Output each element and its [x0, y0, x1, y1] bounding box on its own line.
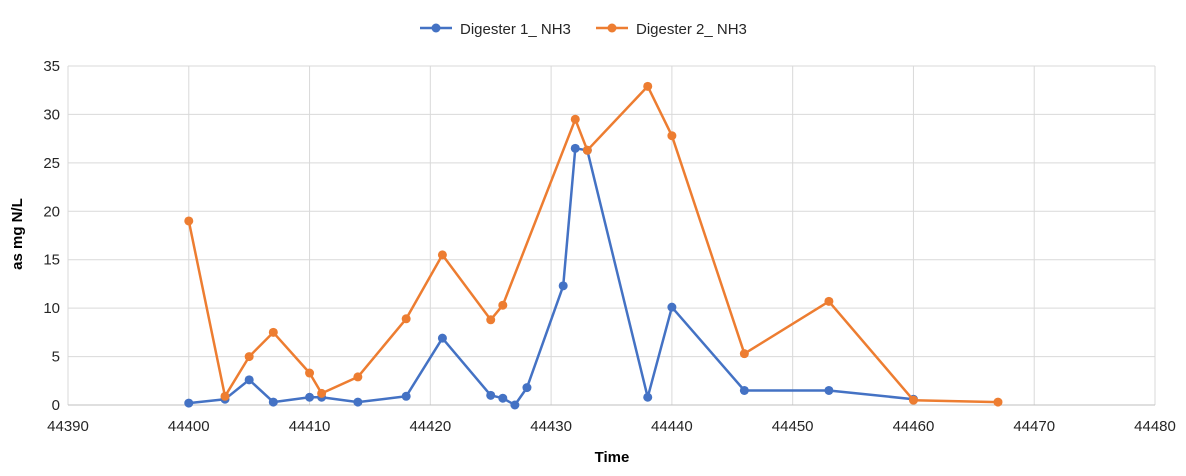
data-point — [486, 390, 496, 400]
y-tick-label: 30 — [43, 106, 60, 123]
x-tick-label: 44410 — [289, 418, 331, 435]
gridlines — [67, 65, 1156, 406]
data-point — [498, 393, 508, 403]
y-tick-label: 0 — [52, 397, 60, 414]
y-tick-label: 35 — [43, 58, 60, 75]
x-tick-label: 44450 — [772, 418, 814, 435]
x-tick-label: 44460 — [893, 418, 935, 435]
y-tick-label: 15 — [43, 252, 60, 269]
data-point — [498, 300, 508, 310]
data-point — [582, 145, 592, 155]
data-point — [401, 391, 411, 401]
legend-label-digester-2: Digester 2_ NH3 — [636, 21, 747, 38]
series-layer — [184, 81, 1003, 410]
x-tick-label: 44440 — [651, 418, 693, 435]
data-point — [220, 391, 230, 401]
data-point — [268, 397, 278, 407]
data-point — [353, 372, 363, 382]
data-point — [739, 385, 749, 395]
data-point — [570, 114, 580, 124]
y-tick-label: 5 — [52, 349, 60, 366]
x-tick-label: 44430 — [530, 418, 572, 435]
y-tick-label: 20 — [43, 203, 60, 220]
data-point — [824, 296, 834, 306]
y-tick-label: 25 — [43, 155, 60, 172]
data-point — [184, 398, 194, 408]
data-point — [184, 216, 194, 226]
y-tick-label: 10 — [43, 300, 60, 317]
y-axis-title: as mg N/L — [9, 198, 26, 270]
series-2 — [184, 81, 1003, 407]
legend-dot-digester-1 — [431, 23, 441, 33]
x-tick-label: 44470 — [1013, 418, 1055, 435]
data-point — [305, 392, 315, 402]
data-point — [558, 281, 568, 291]
legend-dot-digester-2 — [607, 23, 617, 33]
data-point — [993, 397, 1003, 407]
x-tick-label: 44420 — [409, 418, 451, 435]
axes: 0 5 10 15 20 25 30 35 44390 44400 44410 44420 44430 4… — [43, 58, 1176, 435]
x-tick-label: 44400 — [168, 418, 210, 435]
x-tick-label: 44390 — [47, 418, 89, 435]
data-point — [667, 302, 677, 312]
data-point — [739, 349, 749, 359]
data-point — [401, 314, 411, 324]
data-point — [244, 352, 254, 362]
series-line — [187, 85, 999, 404]
data-point — [268, 327, 278, 337]
x-tick-label: 44480 — [1134, 418, 1176, 435]
data-point — [437, 250, 447, 260]
data-point — [437, 333, 447, 343]
data-point — [317, 388, 327, 398]
data-point — [824, 385, 834, 395]
legend-label-digester-1: Digester 1_ NH3 — [460, 21, 571, 38]
data-point — [908, 395, 918, 405]
x-axis-title: Time — [595, 449, 630, 466]
data-point — [643, 392, 653, 402]
data-point — [353, 397, 363, 407]
data-point — [486, 315, 496, 325]
data-point — [667, 131, 677, 141]
legend: Digester 1_ NH3 Digester 2_ NH3 — [420, 21, 747, 38]
data-point — [570, 143, 580, 153]
data-point — [244, 375, 254, 385]
data-point — [510, 400, 520, 410]
data-point — [305, 368, 315, 378]
data-point — [643, 81, 653, 91]
data-point — [522, 383, 532, 393]
